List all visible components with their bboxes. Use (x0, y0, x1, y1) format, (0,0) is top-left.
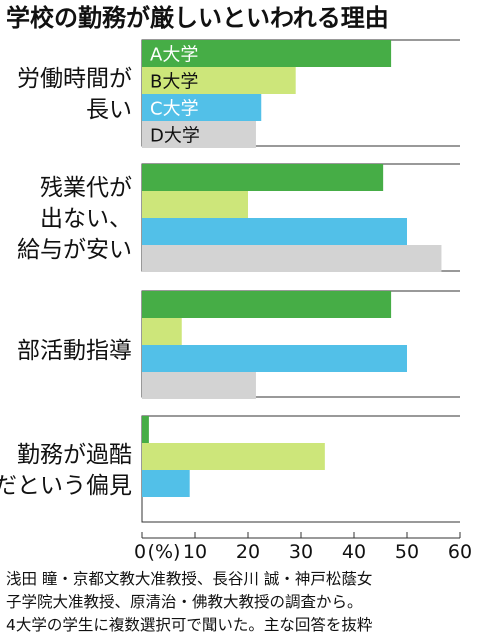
category-label: 労働時間が (17, 66, 132, 92)
x-axis: 0 10 20 30 40 50 60 (%) (134, 532, 472, 563)
bar (142, 40, 392, 67)
x-tick-label: 40 (342, 541, 366, 563)
bar (142, 291, 392, 318)
bar (142, 67, 296, 94)
bar (142, 318, 182, 345)
bar (142, 218, 407, 245)
x-tick-label: 10 (183, 541, 207, 563)
x-tick-label: 30 (289, 541, 313, 563)
note-line: 4大学の学生に複数選択可で聞いた。主な回答を抜粋 (6, 616, 372, 634)
x-tick-label: 60 (448, 541, 472, 563)
category-label: 部活動指導 (17, 338, 132, 364)
category-label: 出ない、 (40, 206, 132, 232)
bar (142, 164, 384, 191)
note-line: 浅田 瞳・京都文教大准教授、長谷川 誠・神戸松蔭女 (6, 569, 372, 588)
note-line: 子学院大准教授、原清治・佛教大教授の調査から。 (6, 592, 363, 611)
source-note: 浅田 瞳・京都文教大准教授、長谷川 誠・神戸松蔭女子学院大准教授、原清治・佛教大… (6, 569, 372, 634)
category-label: だという偏見 (0, 473, 132, 499)
x-tick-label: 50 (395, 541, 419, 563)
x-tick-label: 0 (134, 541, 146, 563)
x-axis-unit: (%) (148, 541, 181, 563)
bar (142, 94, 262, 121)
x-tick-label: 20 (236, 541, 260, 563)
chart-title: 学校の勤務が厳しいといわれる理由 (6, 4, 389, 32)
bar (142, 245, 442, 272)
bar (142, 345, 407, 372)
bar (142, 191, 248, 218)
bar (142, 372, 256, 399)
category-label: 勤務が過酷 (17, 442, 132, 468)
category-label: 残業代が (40, 175, 132, 201)
bar (142, 121, 256, 148)
category-label: 給与が安い (17, 237, 132, 263)
legend-entry: A大学 (150, 45, 198, 66)
bar (142, 416, 149, 443)
legend: A大学 B大学 C大学 D大学 (150, 45, 200, 147)
bar (142, 470, 190, 497)
legend-entry: B大学 (150, 72, 198, 93)
category-label: 長い (86, 97, 132, 123)
bar (142, 443, 325, 470)
legend-entry: C大学 (150, 99, 199, 120)
legend-entry: D大学 (150, 126, 200, 147)
bars (142, 40, 442, 497)
